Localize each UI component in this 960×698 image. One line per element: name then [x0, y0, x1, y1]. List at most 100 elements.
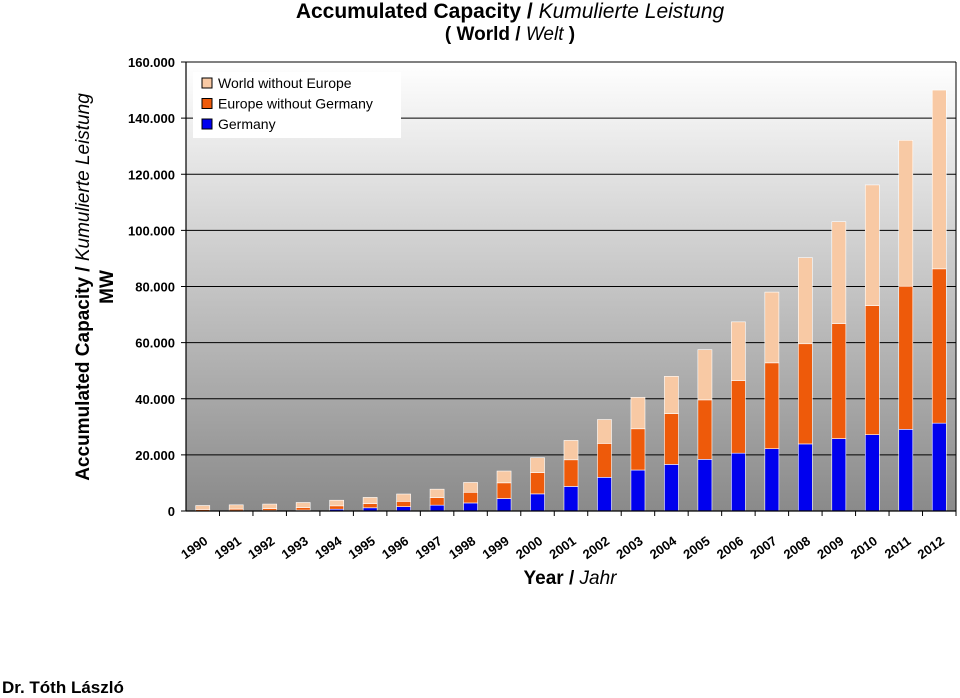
- bar-europe-without-germany-2007: [765, 363, 779, 449]
- legend-label: Germany: [218, 116, 276, 132]
- y-tick-label: 60.000: [135, 336, 175, 351]
- x-tick-label: 1991: [212, 533, 244, 562]
- x-tick-label: 2007: [747, 533, 779, 562]
- x-tick-label: 2003: [613, 533, 645, 562]
- x-tick-label: 2004: [647, 533, 680, 562]
- bar-world-without-europe-2003: [631, 397, 645, 428]
- bar-germany-2006: [731, 453, 745, 511]
- x-tick-label: 2002: [580, 533, 612, 562]
- bar-europe-without-germany-2009: [832, 324, 846, 439]
- x-tick-label: 2005: [680, 533, 712, 562]
- bar-europe-without-germany-1995: [363, 504, 377, 508]
- legend-swatch: [202, 99, 212, 109]
- bar-world-without-europe-2007: [765, 292, 779, 363]
- bar-germany-2000: [530, 494, 544, 511]
- bar-world-without-europe-1996: [397, 494, 411, 501]
- y-tick-label: 0: [168, 504, 175, 519]
- bar-europe-without-germany-2010: [865, 306, 879, 435]
- bar-europe-without-germany-2004: [664, 414, 678, 465]
- bar-germany-1997: [430, 505, 444, 511]
- y-tick-label: 120.000: [128, 167, 175, 182]
- x-tick-label: 1996: [379, 533, 411, 562]
- bar-germany-2012: [932, 423, 946, 511]
- x-tick-label: 2000: [513, 533, 545, 562]
- author-credit: Dr. Tóth László: [2, 678, 124, 698]
- bar-world-without-europe-2005: [698, 350, 712, 400]
- x-tick-label: 2006: [714, 533, 746, 562]
- bar-germany-2005: [698, 459, 712, 511]
- x-tick-label: 1994: [312, 533, 345, 562]
- bar-world-without-europe-2011: [899, 140, 913, 286]
- bar-world-without-europe-2010: [865, 185, 879, 306]
- legend-label: World without Europe: [218, 75, 352, 91]
- x-tick-label: 1998: [446, 533, 478, 562]
- bar-world-without-europe-1995: [363, 497, 377, 503]
- bar-world-without-europe-2009: [832, 222, 846, 324]
- legend-label: Europe without Germany: [218, 96, 373, 112]
- y-tick-label: 20.000: [135, 448, 175, 463]
- bar-world-without-europe-2001: [564, 440, 578, 459]
- x-tick-label: 1995: [346, 533, 378, 562]
- bar-europe-without-germany-2008: [798, 344, 812, 444]
- bar-world-without-europe-1993: [296, 502, 310, 507]
- bar-germany-2002: [597, 477, 611, 511]
- y-tick-label: 100.000: [128, 223, 175, 238]
- bar-germany-2003: [631, 470, 645, 511]
- bar-europe-without-germany-2000: [530, 473, 544, 494]
- bar-world-without-europe-1992: [263, 504, 277, 508]
- bar-world-without-europe-1998: [464, 482, 478, 492]
- bar-europe-without-germany-2011: [899, 286, 913, 429]
- x-tick-label: 1997: [413, 533, 445, 562]
- bar-europe-without-germany-2003: [631, 429, 645, 470]
- bar-europe-without-germany-1998: [464, 492, 478, 503]
- bar-world-without-europe-2008: [798, 258, 812, 344]
- x-tick-label: 1992: [245, 533, 277, 562]
- x-tick-label: 2011: [882, 533, 914, 561]
- y-tick-labels: 0 20.000 40.000 60.000 80.000 100.000 120.000 1…: [128, 55, 175, 519]
- x-tick-label: 1990: [178, 533, 210, 562]
- bar-europe-without-germany-2012: [932, 269, 946, 423]
- bar-germany-2009: [832, 439, 846, 511]
- x-tick-label: 2008: [781, 533, 813, 562]
- bar-world-without-europe-2004: [664, 376, 678, 413]
- legend: World without Europe Europe without Germa…: [193, 72, 401, 138]
- bar-germany-2001: [564, 486, 578, 511]
- bar-europe-without-germany-2005: [698, 400, 712, 459]
- bar-germany-2008: [798, 444, 812, 511]
- legend-swatch: [202, 78, 212, 88]
- bar-europe-without-germany-2002: [597, 443, 611, 477]
- bar-world-without-europe-2012: [932, 90, 946, 269]
- bar-world-without-europe-1990: [196, 505, 210, 509]
- bar-germany-2010: [865, 435, 879, 511]
- legend-swatch: [202, 119, 212, 129]
- x-tick-label: 2001: [546, 533, 578, 562]
- y-tick-label: 40.000: [135, 392, 175, 407]
- bar-europe-without-germany-1997: [430, 498, 444, 506]
- x-tick-label: 2010: [848, 533, 880, 562]
- bar-germany-1996: [397, 507, 411, 511]
- bar-world-without-europe-1997: [430, 489, 444, 497]
- y-tick-label: 160.000: [128, 55, 175, 70]
- bar-europe-without-germany-1996: [397, 501, 411, 506]
- x-tick-label: 2012: [915, 533, 947, 562]
- bar-europe-without-germany-1993: [296, 508, 310, 511]
- x-tick-label: 1999: [479, 533, 511, 562]
- bar-world-without-europe-2002: [597, 420, 611, 444]
- bar-germany-2004: [664, 464, 678, 511]
- bar-europe-without-germany-1994: [330, 506, 344, 509]
- bar-germany-1999: [497, 499, 511, 511]
- bar-germany-2011: [899, 429, 913, 511]
- bar-europe-without-germany-2001: [564, 460, 578, 487]
- x-tick-label: 1993: [279, 533, 311, 562]
- bar-europe-without-germany-1999: [497, 483, 511, 499]
- bar-germany-1998: [464, 503, 478, 511]
- y-tick-label: 80.000: [135, 280, 175, 295]
- bar-world-without-europe-2006: [731, 322, 745, 381]
- bar-europe-without-germany-2006: [731, 381, 745, 454]
- bar-world-without-europe-1991: [229, 505, 243, 509]
- bar-world-without-europe-1999: [497, 471, 511, 483]
- bar-germany-2007: [765, 449, 779, 511]
- bar-world-without-europe-1994: [330, 500, 344, 506]
